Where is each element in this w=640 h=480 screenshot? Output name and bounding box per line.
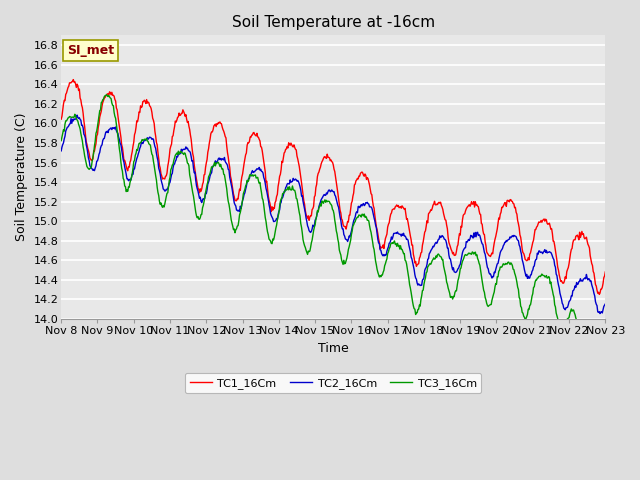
- TC1_16Cm: [378, 244, 386, 250]
- TC2_16Cm: [201, 195, 209, 201]
- X-axis label: Time: Time: [318, 342, 349, 355]
- TC3_16Cm: [602, 324, 609, 330]
- TC1_16Cm: [177, 110, 185, 116]
- TC3_16Cm: [201, 194, 209, 200]
- TC1_16Cm: [70, 77, 77, 83]
- Line: TC1_16Cm: TC1_16Cm: [61, 80, 605, 294]
- TC3_16Cm: [58, 138, 65, 144]
- Line: TC2_16Cm: TC2_16Cm: [61, 115, 605, 313]
- TC2_16Cm: [552, 271, 560, 277]
- TC2_16Cm: [596, 311, 604, 316]
- TC2_16Cm: [73, 112, 81, 118]
- Text: SI_met: SI_met: [67, 44, 114, 57]
- Title: Soil Temperature at -16cm: Soil Temperature at -16cm: [232, 15, 435, 30]
- TC3_16Cm: [378, 272, 386, 278]
- TC3_16Cm: [326, 199, 333, 204]
- TC1_16Cm: [432, 202, 440, 208]
- TC2_16Cm: [378, 252, 386, 258]
- TC2_16Cm: [326, 187, 333, 193]
- TC3_16Cm: [177, 149, 185, 155]
- TC3_16Cm: [593, 374, 600, 380]
- TC3_16Cm: [552, 310, 560, 316]
- Y-axis label: Soil Temperature (C): Soil Temperature (C): [15, 113, 28, 241]
- TC2_16Cm: [58, 148, 65, 154]
- TC1_16Cm: [552, 252, 560, 258]
- Line: TC3_16Cm: TC3_16Cm: [61, 95, 605, 377]
- TC1_16Cm: [326, 155, 333, 161]
- TC1_16Cm: [595, 291, 603, 297]
- TC2_16Cm: [602, 301, 609, 307]
- TC1_16Cm: [58, 116, 65, 122]
- TC2_16Cm: [177, 146, 185, 152]
- TC1_16Cm: [201, 172, 209, 178]
- TC3_16Cm: [102, 92, 110, 97]
- TC2_16Cm: [432, 240, 440, 245]
- TC3_16Cm: [432, 253, 440, 259]
- TC1_16Cm: [602, 269, 609, 275]
- Legend: TC1_16Cm, TC2_16Cm, TC3_16Cm: TC1_16Cm, TC2_16Cm, TC3_16Cm: [185, 373, 481, 393]
